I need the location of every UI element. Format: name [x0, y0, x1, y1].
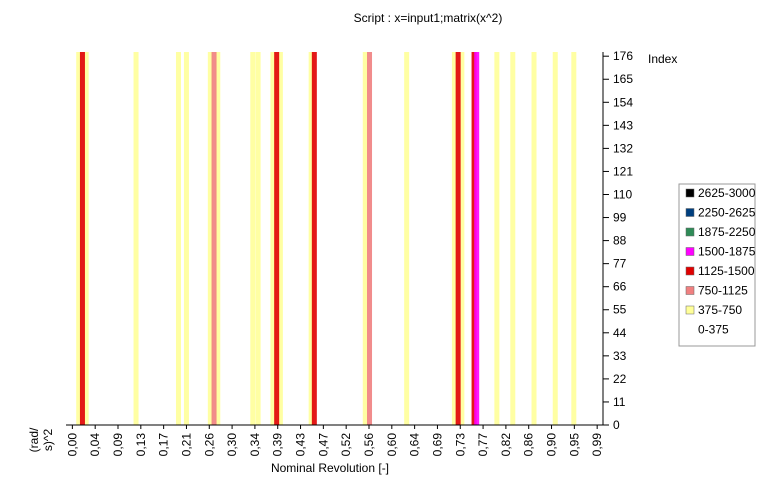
heat-column — [83, 52, 89, 425]
heat-column — [531, 52, 537, 425]
heat-column — [367, 52, 373, 425]
x-tick-label: 0,82 — [499, 433, 513, 457]
x-tick-label: 0,13 — [134, 433, 148, 457]
legend-label: 375-750 — [698, 303, 742, 317]
heat-column — [311, 52, 317, 425]
y-tick-label: 121 — [613, 164, 633, 178]
y-tick-label: 165 — [613, 72, 633, 86]
y-tick-label: 22 — [613, 372, 627, 386]
x-tick-label: 0,09 — [111, 433, 125, 457]
x-tick-label: 0,04 — [88, 433, 102, 457]
heat-column — [455, 52, 461, 425]
x-tick-label: 0,90 — [545, 433, 559, 457]
heat-column — [207, 52, 213, 425]
x-tick-label: 0,39 — [271, 433, 285, 457]
heat-column — [451, 52, 457, 425]
heat-column — [308, 52, 314, 425]
y-tick-label: 77 — [613, 257, 627, 271]
y-tick-label: 143 — [613, 118, 633, 132]
x-tick-label: 0,43 — [294, 433, 308, 457]
x-axis-label: Nominal Revolution [-] — [271, 461, 389, 475]
heat-column — [175, 52, 181, 425]
z-label-line: s)^2 — [41, 429, 55, 452]
y-tick-label: 33 — [613, 349, 627, 363]
x-tick-label: 0,52 — [339, 433, 353, 457]
x-tick-label: 0,86 — [522, 433, 536, 457]
x-tick-label: 0,26 — [202, 433, 216, 457]
legend-label: 2250-2625 — [698, 206, 756, 220]
z-label-line: (rad/ — [27, 427, 41, 452]
x-tick-label: 0,60 — [385, 433, 399, 457]
heat-column — [211, 52, 217, 425]
y-tick-label: 44 — [613, 326, 627, 340]
chart-title: Script : x=input1;matrix(x^2) — [354, 11, 503, 25]
legend-swatch — [685, 305, 695, 315]
legend-label: 1875-2250 — [698, 225, 756, 239]
legend-label: 0-375 — [698, 323, 729, 337]
heat-column — [510, 52, 516, 425]
y-tick-label: 154 — [613, 95, 633, 109]
heat-column — [215, 52, 221, 425]
heat-column — [250, 52, 256, 425]
x-tick-label: 0,69 — [430, 433, 444, 457]
legend-swatch — [685, 227, 695, 237]
heat-column — [362, 52, 368, 425]
heat-column — [270, 52, 276, 425]
y-tick-label: 110 — [613, 187, 632, 201]
x-tick-label: 0,17 — [157, 433, 171, 457]
y-tick-label: 99 — [613, 211, 627, 225]
x-tick-label: 0,95 — [567, 433, 581, 457]
legend-label: 1500-1875 — [698, 245, 756, 259]
heat-column — [79, 52, 85, 425]
y-tick-label: 88 — [613, 234, 627, 248]
heat-column — [274, 52, 280, 425]
heat-column — [255, 52, 261, 425]
heat-column — [404, 52, 410, 425]
y-tick-label: 0 — [613, 418, 620, 432]
x-tick-label: 0,47 — [316, 433, 330, 457]
y-tick-label: 11 — [613, 395, 626, 409]
legend-swatch — [685, 247, 695, 256]
heat-column — [552, 52, 558, 425]
heat-column — [459, 52, 465, 425]
heat-column — [133, 52, 139, 425]
legend-swatch — [685, 266, 695, 276]
y-tick-label: 176 — [613, 49, 633, 63]
heat-column — [494, 52, 500, 425]
legend-label: 2625-3000 — [698, 186, 756, 200]
y-axis-label: Index — [648, 52, 677, 66]
x-tick-label: 0,77 — [476, 433, 490, 457]
legend-label: 750-1125 — [698, 284, 748, 298]
heat-column — [76, 52, 82, 425]
legend-label: 1125-1500 — [698, 264, 755, 278]
x-tick-label: 0,99 — [590, 433, 604, 457]
x-tick-label: 0,30 — [225, 433, 239, 457]
x-tick-label: 0,21 — [179, 433, 193, 457]
x-tick-label: 0,64 — [408, 433, 422, 457]
heat-column — [277, 52, 283, 425]
x-tick-label: 0,34 — [248, 433, 262, 457]
heat-column — [474, 52, 480, 425]
legend-swatch — [686, 325, 694, 334]
x-tick-label: 0,56 — [362, 433, 376, 457]
x-tick-label: 0,73 — [453, 433, 467, 457]
heat-column — [571, 52, 577, 425]
legend-swatch — [685, 208, 695, 217]
heat-column — [183, 52, 189, 425]
x-tick-label: 0,00 — [65, 433, 79, 457]
legend-swatch — [685, 286, 695, 295]
legend-swatch — [685, 188, 695, 198]
y-tick-label: 55 — [613, 303, 627, 317]
y-tick-label: 132 — [613, 141, 633, 155]
y-tick-label: 66 — [613, 280, 627, 294]
heat-column — [471, 52, 477, 425]
